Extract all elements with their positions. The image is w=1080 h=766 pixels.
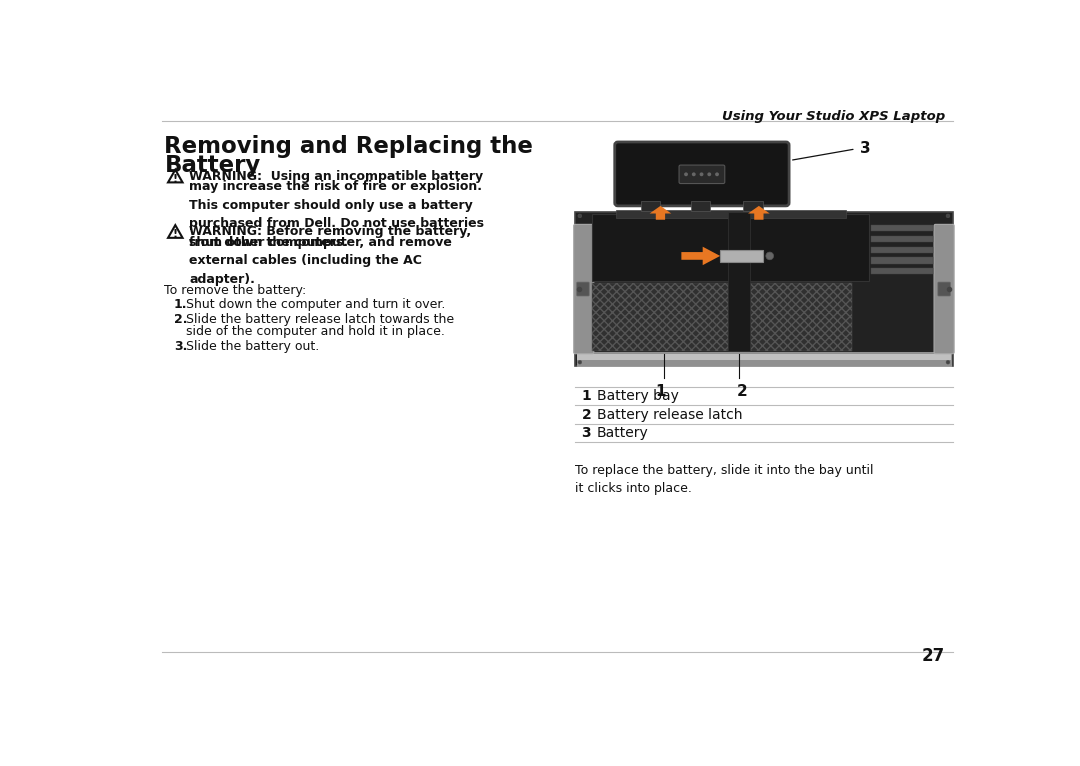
Bar bbox=[642, 201, 661, 211]
Bar bbox=[577, 354, 951, 360]
Circle shape bbox=[946, 214, 950, 218]
Bar bbox=[592, 214, 869, 281]
FancyBboxPatch shape bbox=[577, 282, 590, 296]
Text: 1: 1 bbox=[656, 384, 665, 399]
Bar bbox=[872, 247, 933, 253]
FancyBboxPatch shape bbox=[573, 224, 594, 354]
Bar bbox=[872, 268, 933, 274]
Bar bbox=[750, 283, 852, 351]
Text: 3: 3 bbox=[581, 426, 591, 440]
Text: Slide the battery out.: Slide the battery out. bbox=[186, 340, 320, 353]
Bar bbox=[728, 212, 750, 351]
Circle shape bbox=[684, 172, 688, 176]
Bar bbox=[592, 283, 728, 351]
Text: Battery release latch: Battery release latch bbox=[597, 408, 742, 421]
Text: Removing and Replacing the: Removing and Replacing the bbox=[164, 135, 534, 158]
FancyBboxPatch shape bbox=[934, 224, 954, 354]
Text: Shut down the computer and turn it over.: Shut down the computer and turn it over. bbox=[186, 298, 446, 311]
Text: To replace the battery, slide it into the bay until
it clicks into place.: To replace the battery, slide it into th… bbox=[576, 464, 874, 495]
Bar bbox=[872, 236, 933, 242]
Text: Battery: Battery bbox=[597, 426, 649, 440]
Text: 3: 3 bbox=[861, 142, 872, 156]
Text: 2: 2 bbox=[738, 384, 748, 399]
Text: 3.: 3. bbox=[174, 340, 187, 353]
FancyBboxPatch shape bbox=[679, 165, 725, 184]
Text: may increase the risk of fire or explosion.
This computer should only use a batt: may increase the risk of fire or explosi… bbox=[189, 181, 484, 249]
Text: WARNING:  Using an incompatible battery: WARNING: Using an incompatible battery bbox=[189, 170, 484, 182]
Polygon shape bbox=[681, 247, 720, 265]
Bar bbox=[872, 257, 933, 264]
Text: 1.: 1. bbox=[174, 298, 187, 311]
Polygon shape bbox=[649, 206, 672, 220]
Text: 27: 27 bbox=[921, 647, 945, 665]
Bar bbox=[872, 225, 933, 231]
Text: 2.: 2. bbox=[174, 313, 187, 326]
Circle shape bbox=[946, 360, 950, 364]
Bar bbox=[720, 250, 762, 262]
Circle shape bbox=[578, 214, 582, 218]
Text: !: ! bbox=[173, 174, 178, 184]
Circle shape bbox=[715, 172, 719, 176]
Text: 1: 1 bbox=[581, 389, 591, 403]
Circle shape bbox=[578, 360, 582, 364]
Text: WARNING: Before removing the battery,: WARNING: Before removing the battery, bbox=[189, 225, 471, 238]
Bar bbox=[616, 211, 846, 218]
Text: 2: 2 bbox=[581, 408, 591, 421]
Circle shape bbox=[766, 252, 773, 260]
Text: side of the computer and hold it in place.: side of the computer and hold it in plac… bbox=[186, 326, 445, 339]
Bar bbox=[691, 201, 710, 211]
Polygon shape bbox=[748, 206, 770, 220]
FancyBboxPatch shape bbox=[937, 282, 950, 296]
Text: Battery: Battery bbox=[164, 154, 260, 177]
Circle shape bbox=[707, 172, 712, 176]
Text: To remove the battery:: To remove the battery: bbox=[164, 283, 307, 296]
Text: Slide the battery release latch towards the: Slide the battery release latch towards … bbox=[186, 313, 455, 326]
FancyBboxPatch shape bbox=[615, 142, 789, 206]
Text: !: ! bbox=[173, 229, 178, 239]
Text: shut down the computer, and remove
external cables (including the AC
adapter).: shut down the computer, and remove exter… bbox=[189, 236, 453, 286]
Text: Using Your Studio XPS Laptop: Using Your Studio XPS Laptop bbox=[721, 110, 945, 123]
Bar bbox=[743, 201, 762, 211]
Circle shape bbox=[692, 172, 696, 176]
Text: Battery bay: Battery bay bbox=[597, 389, 678, 403]
Bar bbox=[576, 212, 953, 366]
Bar bbox=[577, 352, 951, 366]
Circle shape bbox=[700, 172, 703, 176]
